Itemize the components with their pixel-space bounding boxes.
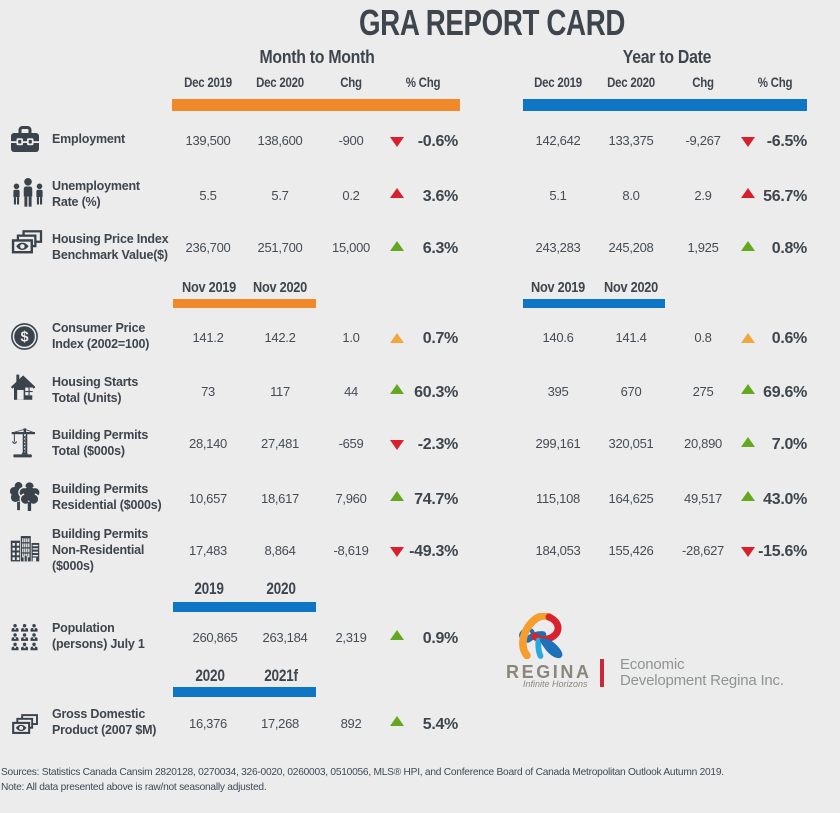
svg-text:$: $: [20, 330, 28, 346]
